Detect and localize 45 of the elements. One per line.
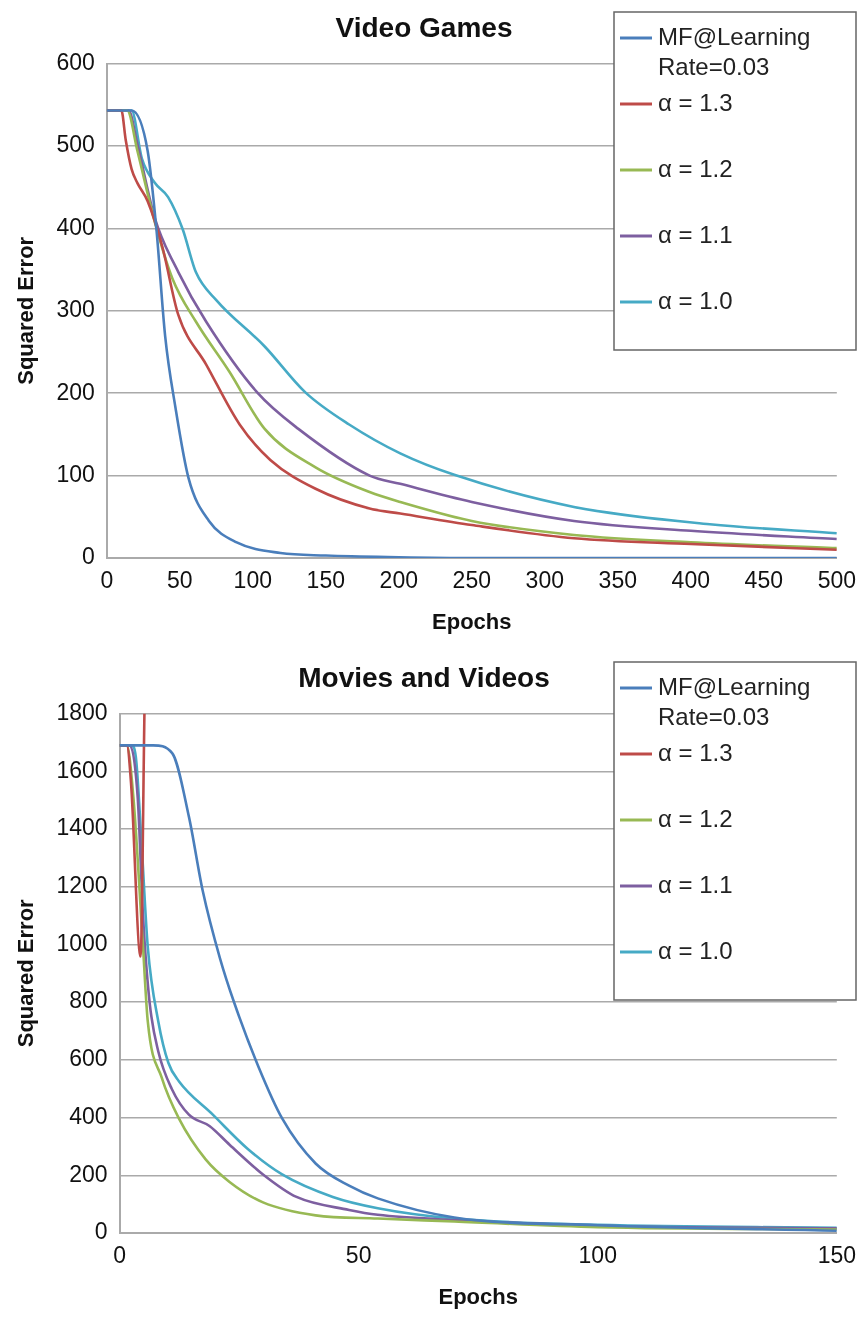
x-tick-label: 500 [817,567,856,594]
x-tick-label: 300 [525,567,564,594]
x-tick-label: 350 [598,567,637,594]
legend-label: α = 1.0 [658,286,733,314]
y-tick-label: 600 [56,48,95,75]
y-tick-label: 200 [56,378,95,405]
y-tick-label: 1200 [56,872,108,899]
y-tick-label: 200 [69,1160,108,1187]
y-tick-label: 0 [94,1218,108,1245]
legend-label: α = 1.1 [658,870,733,898]
y-tick-label: 400 [69,1102,108,1129]
x-tick-label: 50 [166,567,193,594]
y-tick-label: 100 [56,460,95,487]
x-tick-label: 250 [452,567,491,594]
y-axis-title: Squared Error [13,898,39,1048]
x-tick-label: 400 [671,567,710,594]
x-tick-label: 200 [379,567,418,594]
x-axis-title: Epochs [432,608,512,634]
y-tick-label: 400 [56,213,95,240]
legend-label: α = 1.1 [658,220,733,248]
y-tick-label: 500 [56,131,95,158]
x-tick-label: 150 [817,1242,856,1269]
x-tick-label: 100 [233,567,272,594]
chart-title: Movies and Videos [298,661,550,693]
legend-label: α = 1.0 [658,936,733,964]
y-tick-label: 0 [81,543,95,570]
legend-label: α = 1.2 [658,804,733,832]
y-tick-label: 1000 [56,929,108,956]
y-tick-label: 800 [69,987,108,1014]
y-tick-label: 1600 [56,756,108,783]
x-tick-label: 100 [578,1242,617,1269]
legend-label: α = 1.3 [658,738,733,766]
legend-label: α = 1.2 [658,154,733,182]
x-axis-title: Epochs [438,1283,518,1309]
y-tick-label: 600 [69,1045,108,1072]
x-tick-label: 50 [345,1242,372,1269]
legend-label: α = 1.3 [658,88,733,116]
x-tick-label: 150 [306,567,345,594]
x-tick-label: 0 [113,1242,126,1269]
x-tick-label: 450 [744,567,783,594]
y-axis-title: Squared Error [13,236,39,385]
chart-title: Video Games [335,11,513,43]
y-tick-label: 300 [56,296,95,323]
y-tick-label: 1400 [56,814,108,841]
y-tick-label: 1800 [56,698,108,725]
